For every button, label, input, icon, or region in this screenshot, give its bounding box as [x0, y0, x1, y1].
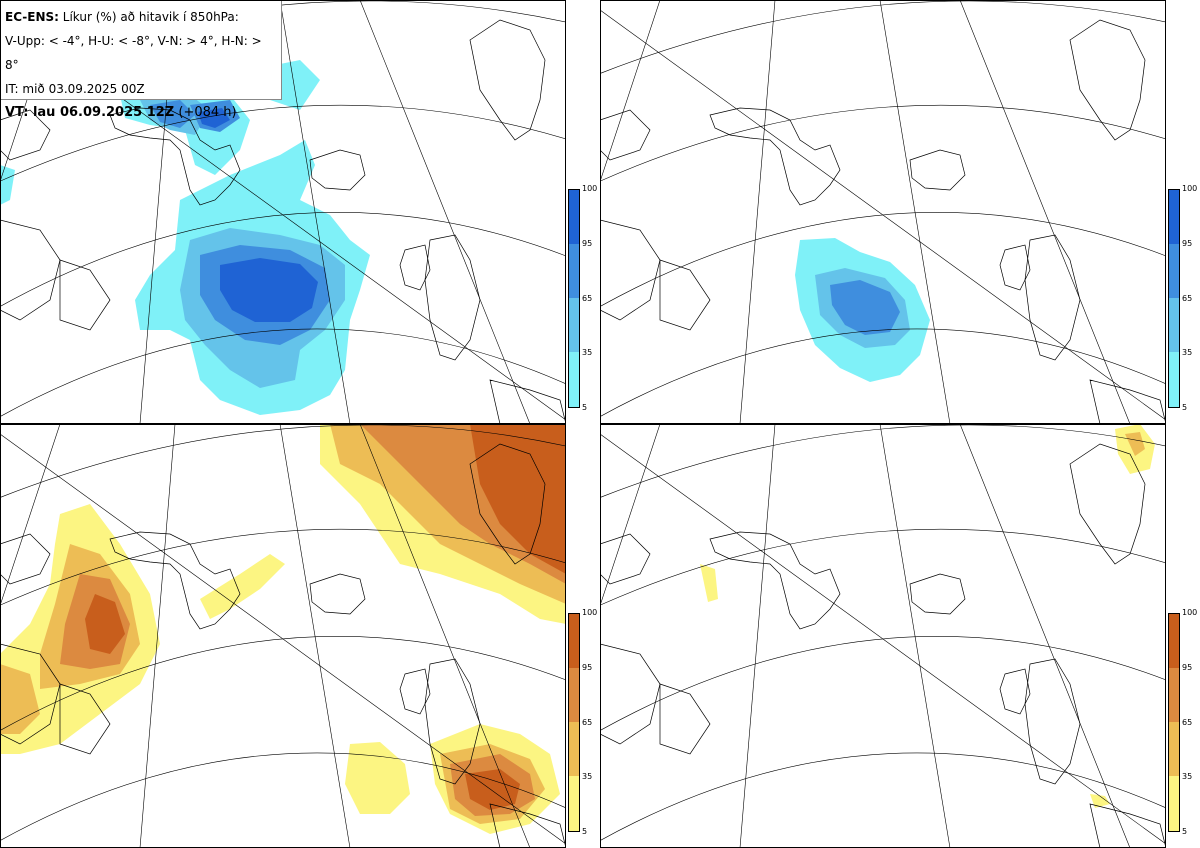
map-panel-h-n	[600, 424, 1166, 848]
lead-time: (+084 h)	[178, 105, 237, 120]
map-panel-h-u	[600, 0, 1166, 424]
colorbar-tick: 35	[582, 772, 593, 781]
probability-shading	[0, 60, 370, 415]
colorbar-tick: 35	[582, 348, 593, 357]
map-canvas-h-n	[600, 424, 1166, 848]
colorbar-tick: 5	[582, 827, 588, 836]
colorbar-tick: 100	[1182, 608, 1198, 617]
thresholds-legend: V-Upp: < -4°, H-U: < -8°, V-N: > 4°, H-N…	[5, 34, 262, 72]
colorbar-cold-left	[568, 189, 580, 408]
colorbar-tick: 95	[582, 239, 593, 248]
probability-shading	[795, 238, 930, 382]
map-info-box: EC-ENS: Líkur (%) að hitavik í 850hPa: V…	[0, 0, 282, 120]
coastlines	[600, 19, 1166, 424]
colorbar-tick: 95	[1182, 239, 1193, 248]
coastlines	[0, 443, 566, 848]
map-canvas-h-u	[600, 0, 1166, 424]
colorbar-tick: 65	[1182, 718, 1193, 727]
colorbar-tick: 5	[582, 403, 588, 412]
probability-shading	[700, 424, 1155, 808]
map-canvas-v-n	[0, 424, 566, 848]
colorbar-tick: 100	[582, 608, 598, 617]
colorbar-tick: 65	[582, 718, 593, 727]
graticule-lines	[600, 0, 1166, 424]
coastlines	[0, 19, 566, 424]
valid-time: VT: lau 06.09.2025 12Z	[5, 105, 175, 120]
graticule-lines	[600, 424, 1166, 848]
map-panel-v-n	[0, 424, 566, 848]
colorbar-tick: 5	[1182, 403, 1188, 412]
map-canvas-v-upp	[0, 0, 566, 424]
colorbar-tick: 35	[1182, 772, 1193, 781]
initial-time: IT: mið 03.09.2025 00Z	[5, 82, 145, 96]
colorbar-tick: 95	[1182, 663, 1193, 672]
coastlines	[600, 443, 1166, 848]
probability-shading	[0, 424, 566, 834]
colorbar-cold-right	[1168, 189, 1180, 408]
colorbar-tick: 100	[582, 184, 598, 193]
colorbar-warm-right	[1168, 613, 1180, 832]
colorbar-tick: 35	[1182, 348, 1193, 357]
map-panel-v-upp: EC-ENS: Líkur (%) að hitavik í 850hPa: V…	[0, 0, 566, 424]
product-description: Líkur (%) að hitavik í 850hPa:	[62, 10, 239, 24]
colorbar-tick: 65	[582, 294, 593, 303]
model-name: EC-ENS:	[5, 10, 59, 24]
colorbar-tick: 100	[1182, 184, 1198, 193]
graticule-lines	[0, 424, 566, 848]
colorbar-warm-left	[568, 613, 580, 832]
colorbar-tick: 95	[582, 663, 593, 672]
colorbar-tick: 5	[1182, 827, 1188, 836]
colorbar-tick: 65	[1182, 294, 1193, 303]
